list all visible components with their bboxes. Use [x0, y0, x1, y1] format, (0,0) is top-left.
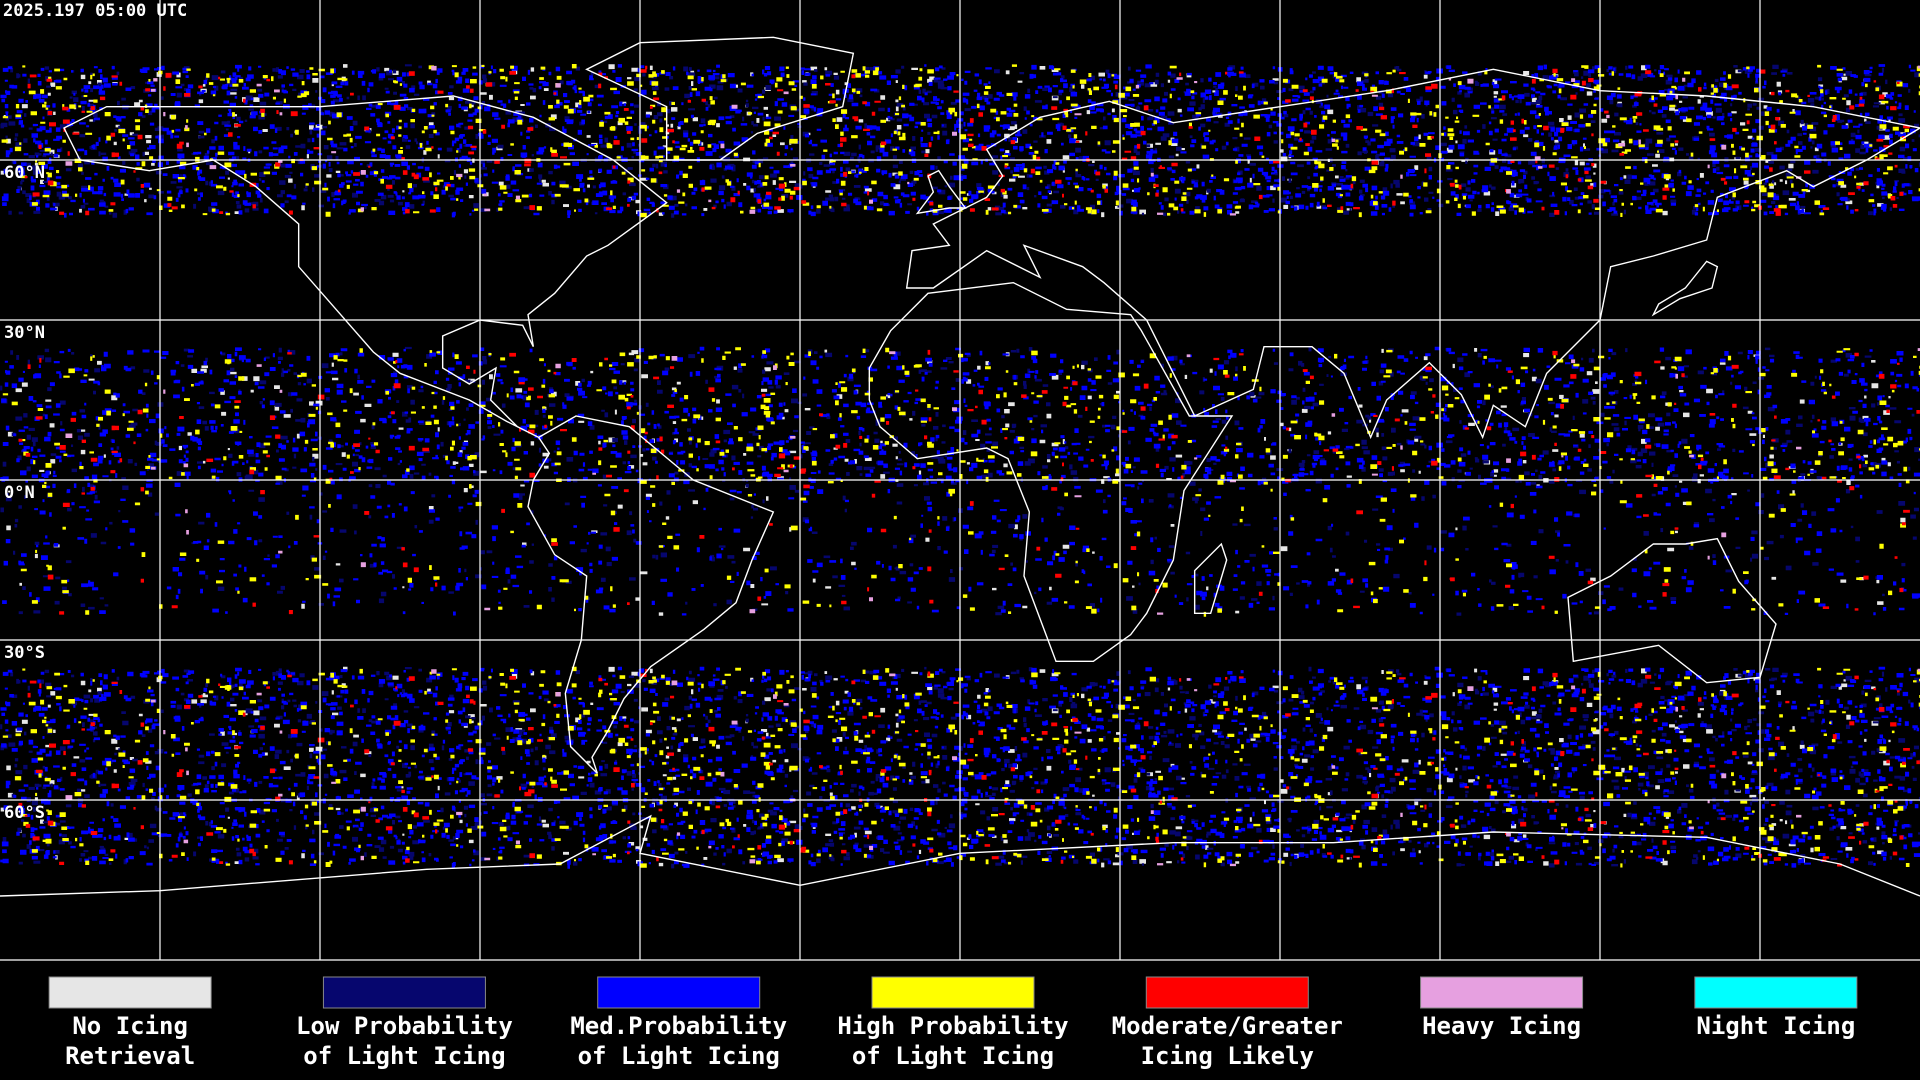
coastline [917, 171, 965, 214]
legend-label: Icing Likely [1141, 1042, 1314, 1070]
coastline [869, 283, 1232, 662]
coastline [1568, 539, 1776, 683]
legend-label: Heavy Icing [1422, 1012, 1581, 1040]
coastlines [0, 37, 1920, 896]
timestamp: 2025.197 05:00 UTC [3, 1, 187, 21]
coastline [1653, 261, 1717, 314]
legend-label: Night Icing [1696, 1012, 1855, 1040]
latitude-labels: 60°N 30°N 0°N 30°S 60°S [4, 163, 45, 823]
legend-swatch [871, 976, 1035, 1009]
legend-label: of Light Icing [303, 1042, 505, 1070]
latitude-label: 60°N [4, 163, 45, 183]
coastline [587, 37, 854, 160]
latitude-label: 0°N [4, 483, 35, 503]
legend-label: Med.Probability [570, 1012, 787, 1040]
legend-swatch [597, 976, 761, 1009]
latitude-label: 30°N [4, 323, 45, 343]
legend-swatch [48, 976, 212, 1009]
legend-label: High Probability [837, 1012, 1068, 1040]
coastline [528, 416, 773, 773]
legend-swatch [1145, 976, 1309, 1009]
legend-label: of Light Icing [578, 1042, 780, 1070]
coastline [907, 69, 1920, 437]
legend-label: No Icing [72, 1012, 188, 1040]
coastline [0, 816, 1920, 896]
latitude-label: 30°S [4, 643, 45, 663]
coastline [1195, 544, 1227, 613]
coastline [64, 96, 667, 437]
latitude-label: 60°S [4, 803, 45, 823]
legend-label: Retrieval [65, 1042, 195, 1070]
legend-swatch [1694, 976, 1858, 1009]
legend-swatch [322, 976, 486, 1009]
legend-label: Moderate/Greater [1112, 1012, 1343, 1040]
legend-label: Low Probability [296, 1012, 513, 1040]
legend-swatch [1420, 976, 1584, 1009]
graticule [0, 0, 1920, 961]
legend-label: of Light Icing [852, 1042, 1054, 1070]
